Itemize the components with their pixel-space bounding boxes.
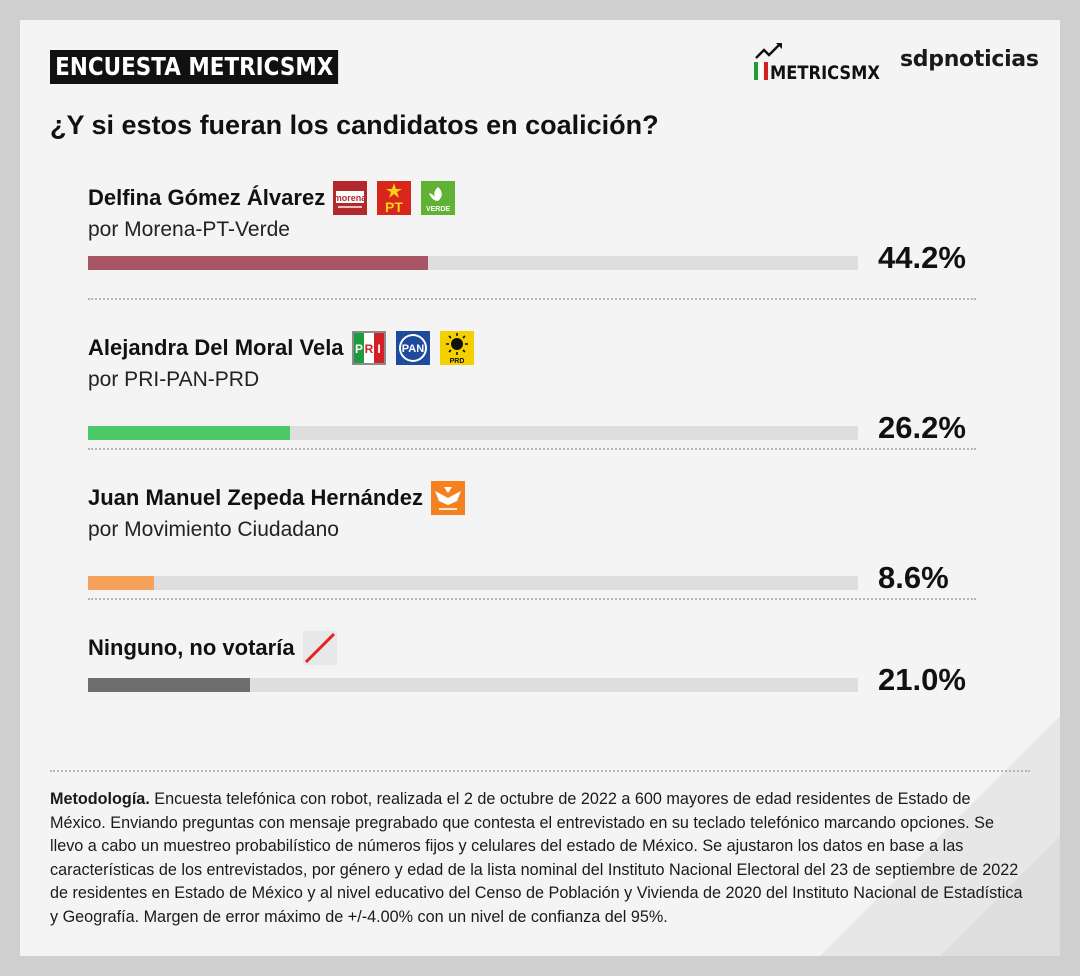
bar-value-label: 44.2% — [878, 240, 966, 275]
svg-text:PRD: PRD — [449, 358, 464, 365]
pt-logo-icon: PT — [377, 181, 412, 215]
verde-logo-icon: VERDE — [421, 181, 456, 215]
survey-tag: ENCUESTA METRICSMX — [50, 50, 339, 84]
row-separator — [88, 598, 976, 600]
bar-value-label: 26.2% — [878, 410, 966, 445]
bar-value-label: 21.0% — [878, 662, 966, 697]
svg-text:P: P — [355, 342, 363, 356]
candidate-coalition: por Morena-PT-Verde — [88, 218, 290, 241]
svg-text:R: R — [364, 342, 373, 356]
sdpnoticias-logo: sdpnoticias — [900, 47, 1039, 72]
bar-track — [88, 426, 858, 440]
methodology-text: Encuesta telefónica con robot, realizada… — [50, 790, 1023, 926]
bar — [88, 576, 155, 590]
methodology-note: Metodología. Encuesta telefónica con rob… — [50, 788, 1025, 929]
prd-logo-icon: PRD — [439, 331, 474, 365]
candidate-name: Delfina Gómez Álvarez — [88, 185, 326, 210]
candidate-name: Ninguno, no votaría — [88, 635, 295, 660]
pan-logo-icon: PAN — [395, 331, 430, 365]
bar-track — [88, 678, 858, 692]
bar-track — [88, 576, 858, 590]
morena-logo-icon: morena — [333, 181, 368, 215]
row-separator — [88, 298, 976, 300]
candidate-coalition: por PRI-PAN-PRD — [88, 368, 260, 391]
bar-value-label: 8.6% — [878, 560, 949, 595]
candidate-name: Alejandra Del Moral Vela — [88, 335, 344, 360]
svg-text:morena: morena — [334, 193, 367, 203]
metricsmx-logo-text: METRICSMX — [770, 62, 880, 82]
candidate-name: Juan Manuel Zepeda Hernández — [88, 485, 423, 510]
background-decoration-inner — [940, 836, 1060, 956]
svg-text:PT: PT — [385, 199, 403, 215]
methodology-heading: Metodología. — [50, 790, 150, 808]
svg-text:I: I — [377, 342, 380, 356]
svg-text:VERDE: VERDE — [426, 206, 450, 213]
movimiento-ciudadano-logo-icon — [430, 481, 465, 515]
bar — [88, 678, 250, 692]
bar-track — [88, 256, 858, 270]
infographic-card: ENCUESTA METRICSMX METRICSMX sdpnoticias… — [20, 20, 1060, 956]
row-separator — [88, 448, 976, 450]
svg-text:PAN: PAN — [401, 343, 423, 355]
metricsmx-logo: METRICSMX — [754, 43, 880, 82]
methodology-separator — [50, 770, 1030, 772]
bar — [88, 256, 429, 270]
bar — [88, 426, 290, 440]
candidate-coalition: por Movimiento Ciudadano — [88, 518, 339, 541]
no-vote-icon — [302, 631, 337, 665]
chart-question: ¿Y si estos fueran los candidatos en coa… — [50, 110, 659, 140]
